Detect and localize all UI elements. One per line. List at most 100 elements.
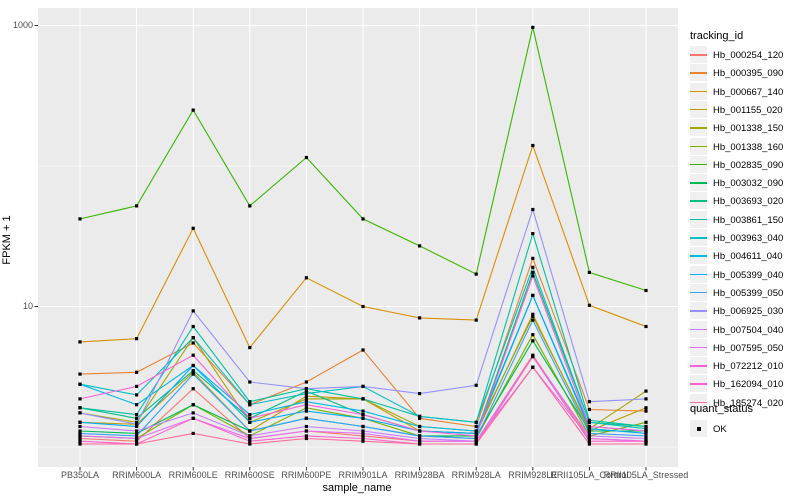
data-point (644, 429, 648, 433)
data-point (78, 436, 82, 441)
data-point (361, 431, 365, 435)
series-color-line (690, 54, 707, 56)
data-point (474, 429, 478, 433)
legend-key-quant-status (690, 420, 707, 437)
data-point (531, 207, 535, 212)
data-point (135, 204, 139, 208)
legend-label: Hb_007504_040 (713, 324, 784, 336)
legend-label: Hb_072212_010 (713, 361, 784, 373)
data-point (587, 431, 591, 435)
data-point (531, 143, 535, 148)
x-tick-label-PB350LA: PB350LA (60, 470, 100, 480)
data-point (135, 436, 139, 441)
series-color-line (690, 127, 707, 129)
legend-key-line-icon (690, 64, 707, 82)
series-color-line (690, 273, 707, 276)
data-point (644, 427, 648, 431)
legend-label: Hb_006925_030 (713, 306, 784, 318)
x-tick-label-RRIM928LE: RRIM928LE (508, 470, 558, 480)
data-point (644, 324, 648, 329)
legend-key-line-icon (690, 192, 707, 210)
data-point (304, 424, 308, 429)
data-point (587, 418, 591, 422)
data-point (474, 424, 478, 429)
series-color-line (690, 72, 707, 74)
data-point (248, 413, 252, 417)
data-point (191, 108, 195, 112)
data-point (248, 420, 252, 424)
legend-label: Hb_000254_120 (713, 50, 784, 61)
data-point (587, 439, 591, 443)
data-point (78, 439, 82, 443)
data-point (248, 442, 252, 446)
data-point (531, 232, 535, 236)
legend-tracking-id: tracking_id Hb_000254_120 Hb_000395_090 Hb… (690, 30, 800, 411)
data-point (531, 339, 535, 343)
x-tick-label-RRIM901LA: RRIM901LA (338, 470, 388, 480)
data-point (418, 316, 422, 320)
y-axis-title: FPKM + 1 (1, 215, 13, 265)
data-point (361, 384, 365, 388)
legend-key-line-icon (690, 100, 707, 118)
data-point (531, 314, 535, 318)
data-point (304, 434, 308, 438)
x-tick-label-RRIM600SE: RRIM600SE (224, 470, 275, 480)
data-point (248, 204, 252, 208)
data-point (304, 406, 308, 410)
data-point (644, 406, 648, 410)
data-point (418, 429, 422, 433)
data-point (78, 429, 82, 433)
legend-key-line-icon (690, 174, 707, 192)
legend-label: Hb_003861_150 (713, 214, 784, 226)
legend-label: Hb_001155_020 (713, 104, 783, 116)
legend-label: Hb_003693_020 (713, 196, 784, 208)
series-color-line (690, 163, 707, 166)
legend-label: Hb_002835_090 (713, 159, 784, 171)
data-point (531, 312, 535, 316)
data-point (135, 393, 139, 397)
data-point (531, 270, 535, 274)
data-point (248, 434, 252, 438)
data-point (78, 397, 82, 401)
data-point (191, 341, 195, 345)
data-point (135, 403, 139, 407)
data-point (587, 442, 591, 446)
data-point (418, 416, 422, 420)
data-point (531, 274, 535, 278)
legend-key-line-icon (690, 357, 707, 375)
data-point (191, 431, 195, 435)
data-point (78, 434, 82, 438)
data-point (418, 414, 422, 418)
legend-label: Hb_007595_050 (713, 342, 784, 354)
legend-key-line-icon (690, 210, 707, 228)
series-color-line (690, 255, 707, 257)
data-point (135, 384, 139, 388)
legend-label: Hb_005399_050 (713, 287, 784, 299)
data-point (248, 436, 252, 441)
data-point (191, 363, 195, 368)
data-point (135, 429, 139, 433)
data-point (78, 406, 82, 410)
series-color-line (690, 401, 707, 404)
data-point (135, 370, 139, 374)
legend-key-line-icon (690, 229, 707, 246)
data-point (78, 411, 82, 415)
data-point (361, 348, 365, 352)
data-point (474, 272, 478, 276)
data-point (191, 403, 195, 407)
data-point (361, 424, 365, 429)
plot-panel (38, 8, 678, 467)
series-color-line (690, 383, 707, 385)
data-point (191, 416, 195, 420)
legend-key-line-icon (690, 155, 707, 173)
legend-label: Hb_185274_020 (713, 397, 784, 409)
data-point (587, 400, 591, 404)
legend-key-line-icon (690, 393, 707, 411)
data-point (531, 355, 535, 359)
data-point (78, 431, 82, 435)
x-tick-label-RRII105LA_Control: RRII105LA_Control (550, 470, 629, 480)
data-point (304, 155, 308, 160)
data-point (361, 409, 365, 413)
data-point (361, 413, 365, 417)
